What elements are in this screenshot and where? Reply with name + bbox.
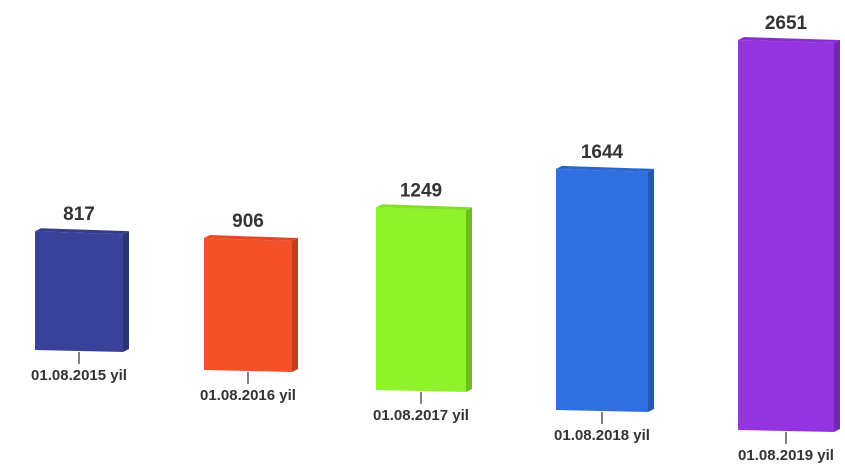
value-label: 2651 (765, 13, 808, 34)
bar-front (35, 231, 123, 352)
category-label: 01.08.2018 yil (554, 427, 650, 444)
bar (738, 37, 840, 432)
bar-top (376, 204, 472, 211)
category-label: 01.08.2019 yil (738, 447, 834, 464)
bar-side (123, 231, 129, 352)
bar (35, 228, 129, 352)
bar-top (556, 165, 654, 172)
bar (204, 235, 298, 372)
bar-front (738, 40, 834, 432)
category-label: 01.08.2016 yil (200, 387, 296, 404)
category-label: 01.08.2017 yil (373, 407, 469, 424)
value-label: 817 (63, 204, 95, 225)
bar-front (556, 168, 648, 412)
bar-side (292, 238, 298, 372)
value-label: 1644 (581, 142, 624, 163)
bar (376, 204, 472, 392)
bar-top (204, 235, 298, 242)
value-label: 1249 (400, 180, 442, 201)
bar-front (376, 207, 466, 392)
bar-top (35, 228, 129, 235)
category-label: 01.08.2015 yil (31, 367, 127, 384)
bar (556, 165, 654, 412)
bar-top (738, 37, 840, 43)
bar-side (648, 168, 654, 412)
value-label: 906 (232, 211, 264, 232)
bar-front (204, 238, 292, 372)
bar-side (834, 40, 840, 432)
bar-side (466, 207, 472, 392)
